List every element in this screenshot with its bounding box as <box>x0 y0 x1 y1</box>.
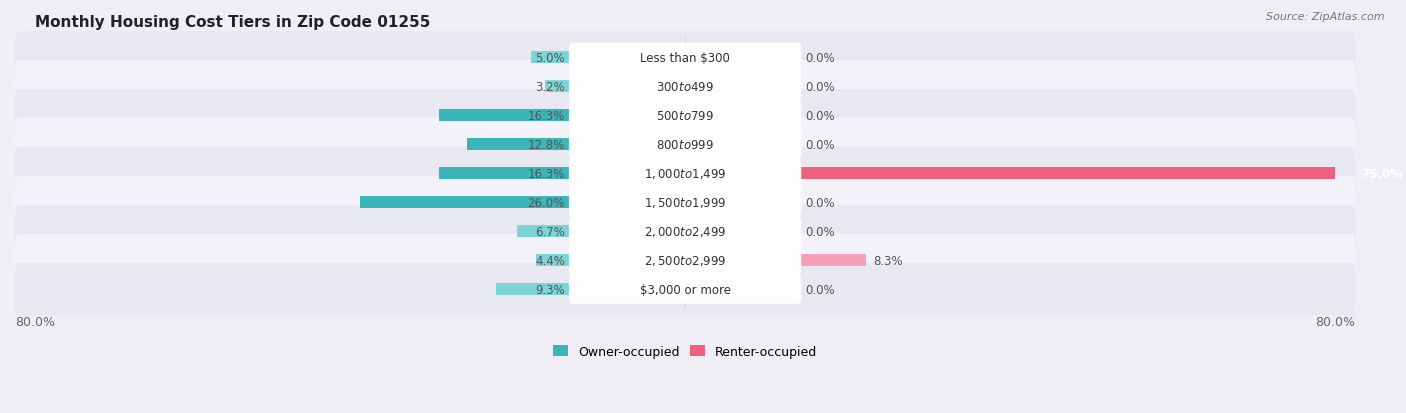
FancyBboxPatch shape <box>569 43 801 73</box>
Text: $2,500 to $2,999: $2,500 to $2,999 <box>644 254 727 267</box>
FancyBboxPatch shape <box>14 263 1355 316</box>
Text: 4.4%: 4.4% <box>534 254 565 267</box>
Text: 6.7%: 6.7% <box>534 225 565 238</box>
Text: 26.0%: 26.0% <box>527 196 565 209</box>
Text: 0.0%: 0.0% <box>806 138 835 152</box>
Text: $1,500 to $1,999: $1,500 to $1,999 <box>644 196 727 210</box>
Text: $2,000 to $2,499: $2,000 to $2,499 <box>644 225 727 239</box>
FancyBboxPatch shape <box>14 147 1355 200</box>
Bar <box>530 52 571 64</box>
Text: $300 to $499: $300 to $499 <box>657 81 714 94</box>
Text: $500 to $799: $500 to $799 <box>657 109 714 123</box>
Text: 16.3%: 16.3% <box>527 167 565 180</box>
FancyBboxPatch shape <box>14 61 1355 114</box>
FancyBboxPatch shape <box>569 130 801 159</box>
FancyBboxPatch shape <box>569 275 801 304</box>
Bar <box>799 254 866 266</box>
Bar <box>496 283 571 295</box>
Text: 5.0%: 5.0% <box>536 52 565 65</box>
Text: 8.3%: 8.3% <box>873 254 903 267</box>
Bar <box>546 81 571 93</box>
FancyBboxPatch shape <box>14 90 1355 142</box>
FancyBboxPatch shape <box>14 205 1355 258</box>
Text: $3,000 or more: $3,000 or more <box>640 283 731 296</box>
FancyBboxPatch shape <box>14 176 1355 229</box>
Bar <box>799 168 1406 180</box>
Text: $800 to $999: $800 to $999 <box>657 138 714 152</box>
Text: Less than $300: Less than $300 <box>640 52 730 65</box>
FancyBboxPatch shape <box>569 246 801 275</box>
Text: 0.0%: 0.0% <box>806 283 835 296</box>
Bar <box>360 197 571 209</box>
Text: 0.0%: 0.0% <box>806 52 835 65</box>
FancyBboxPatch shape <box>569 72 801 102</box>
Bar <box>439 110 571 122</box>
FancyBboxPatch shape <box>14 234 1355 287</box>
FancyBboxPatch shape <box>14 32 1355 85</box>
Text: 9.3%: 9.3% <box>536 283 565 296</box>
Text: 75.0%: 75.0% <box>1361 167 1402 180</box>
FancyBboxPatch shape <box>569 188 801 217</box>
Text: Source: ZipAtlas.com: Source: ZipAtlas.com <box>1267 12 1385 22</box>
Text: 0.0%: 0.0% <box>806 109 835 123</box>
Bar <box>467 139 571 151</box>
Legend: Owner-occupied, Renter-occupied: Owner-occupied, Renter-occupied <box>548 340 823 363</box>
Text: 3.2%: 3.2% <box>536 81 565 94</box>
FancyBboxPatch shape <box>14 119 1355 171</box>
Text: $1,000 to $1,499: $1,000 to $1,499 <box>644 167 727 181</box>
Bar <box>517 225 571 237</box>
Text: 12.8%: 12.8% <box>527 138 565 152</box>
Bar <box>439 168 571 180</box>
Text: Monthly Housing Cost Tiers in Zip Code 01255: Monthly Housing Cost Tiers in Zip Code 0… <box>35 15 430 30</box>
Text: 0.0%: 0.0% <box>806 225 835 238</box>
FancyBboxPatch shape <box>569 159 801 188</box>
Bar <box>536 254 571 266</box>
FancyBboxPatch shape <box>569 217 801 246</box>
Text: 0.0%: 0.0% <box>806 81 835 94</box>
FancyBboxPatch shape <box>569 101 801 131</box>
Text: 0.0%: 0.0% <box>806 196 835 209</box>
Text: 16.3%: 16.3% <box>527 109 565 123</box>
